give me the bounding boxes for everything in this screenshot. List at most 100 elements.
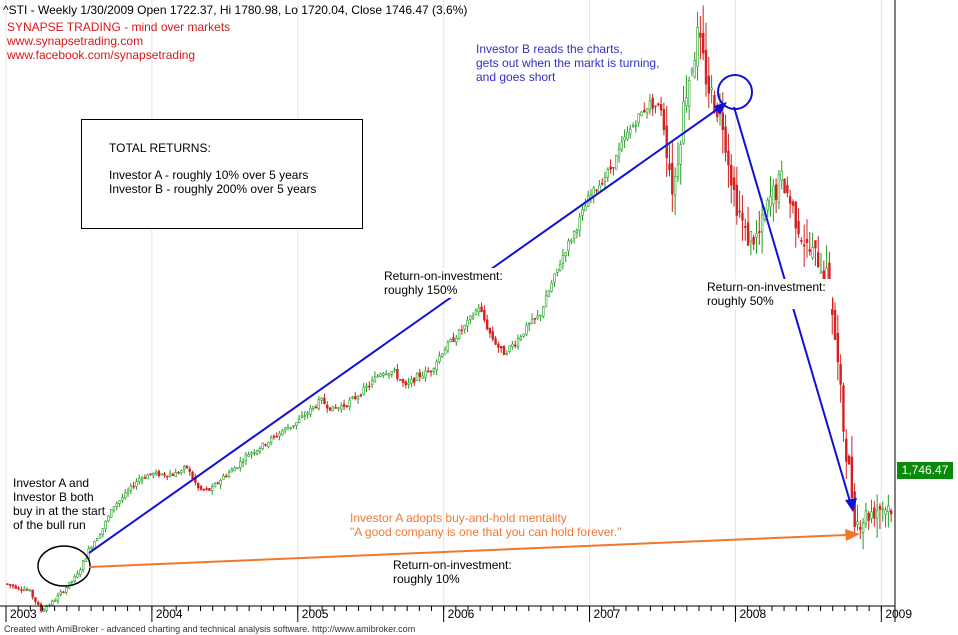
candle-body: [460, 329, 464, 332]
candle-body: [474, 309, 478, 315]
candle-body: [575, 229, 579, 233]
candle-body: [140, 477, 144, 481]
candle-body: [477, 307, 480, 313]
candle-body: [345, 405, 349, 408]
candle-body: [651, 97, 654, 109]
candle-body: [662, 109, 666, 131]
candle-body: [783, 178, 786, 194]
returns-investor-a: Investor A - roughly 10% over 5 years: [109, 168, 309, 182]
candle-body: [115, 503, 119, 507]
candle-body: [211, 486, 214, 492]
candle-body: [581, 209, 584, 216]
candle-body: [171, 473, 175, 476]
candle-body: [514, 344, 517, 347]
candle-body: [724, 126, 727, 153]
candle-body: [800, 240, 803, 242]
candle-body: [382, 373, 385, 376]
candle-body: [637, 113, 640, 124]
candle-body: [463, 324, 466, 330]
brand-site-link[interactable]: www.synapsetrading.com: [7, 34, 144, 48]
candle-body: [676, 163, 680, 177]
annotation-line: Investor A adopts buy-and-hold mentality: [350, 511, 567, 525]
candle-body: [300, 415, 304, 418]
candle-body: [819, 271, 823, 274]
candle-body: [222, 475, 225, 480]
candle-body: [23, 588, 26, 592]
candle-body: [755, 233, 758, 238]
candle-body: [295, 422, 298, 426]
candle-body: [432, 368, 436, 372]
candle-body: [556, 268, 559, 273]
brand-facebook-link[interactable]: www.facebook.com/synapsetrading: [7, 48, 196, 62]
candle-body: [749, 231, 753, 242]
candle-body: [424, 370, 427, 378]
candle-body: [376, 375, 379, 378]
candle-body: [286, 427, 290, 430]
candle-body: [499, 346, 503, 349]
candle-body: [342, 404, 346, 407]
candle-body: [95, 538, 99, 542]
candle-body: [59, 591, 62, 595]
candle-body: [213, 483, 217, 488]
candle-body: [373, 376, 377, 383]
candle-body: [390, 371, 393, 375]
candle-body: [752, 237, 755, 245]
candle-body: [149, 473, 152, 475]
candle-body: [794, 201, 797, 229]
candle-body: [227, 471, 231, 478]
candle-body: [466, 319, 469, 327]
candle-body: [289, 426, 292, 429]
candle-body: [132, 485, 135, 488]
x-tick-label: 2006: [447, 607, 475, 621]
candle-body: [250, 452, 253, 455]
candle-body: [648, 100, 652, 111]
brand-title: SYNAPSE TRADING - mind over markets: [7, 20, 231, 34]
candle-body: [558, 264, 562, 272]
x-tick-label: 2005: [301, 607, 329, 621]
candle-body: [673, 175, 677, 196]
candle-body: [836, 332, 840, 363]
candle-body: [856, 521, 859, 526]
x-tick-label: 2004: [155, 607, 183, 621]
candle-body: [258, 448, 262, 453]
candle-body: [525, 324, 528, 336]
candle-body: [873, 507, 876, 519]
candle-body: [494, 338, 497, 345]
candles: [6, 5, 893, 613]
blue-arrowhead-bottom: [845, 498, 857, 512]
candle-body: [219, 479, 222, 486]
candle-body: [435, 361, 438, 371]
candle-body: [98, 534, 102, 539]
candle-body: [685, 97, 688, 106]
candle-body: [331, 406, 335, 412]
candle-body: [225, 475, 228, 478]
candle-body: [208, 488, 211, 491]
candle-body: [9, 584, 12, 586]
candle-body: [65, 587, 68, 593]
candle-body: [690, 69, 694, 73]
annotation-line: and goes short: [476, 70, 556, 84]
candle-body: [578, 216, 581, 231]
candle-body: [188, 468, 191, 472]
candle-body: [283, 427, 287, 431]
candle-body: [25, 589, 29, 591]
candle-body: [309, 407, 312, 415]
candle-body: [393, 369, 396, 372]
candle-body: [878, 506, 882, 510]
candle-body: [511, 343, 514, 347]
candle-body: [522, 333, 525, 337]
candle-body: [889, 510, 893, 515]
orange-arrowhead: [845, 529, 860, 541]
candle-body: [634, 124, 638, 127]
candle-body: [182, 466, 186, 470]
candle-body: [118, 500, 121, 504]
candle-body: [202, 488, 205, 491]
candle-body: [124, 492, 127, 499]
candle-body: [51, 600, 54, 606]
candle-body: [721, 112, 725, 131]
candle-body: [682, 101, 685, 144]
candle-body: [488, 327, 492, 334]
x-tick-label: 2007: [593, 607, 621, 621]
candle-body: [699, 32, 702, 38]
candle-body: [446, 341, 450, 352]
